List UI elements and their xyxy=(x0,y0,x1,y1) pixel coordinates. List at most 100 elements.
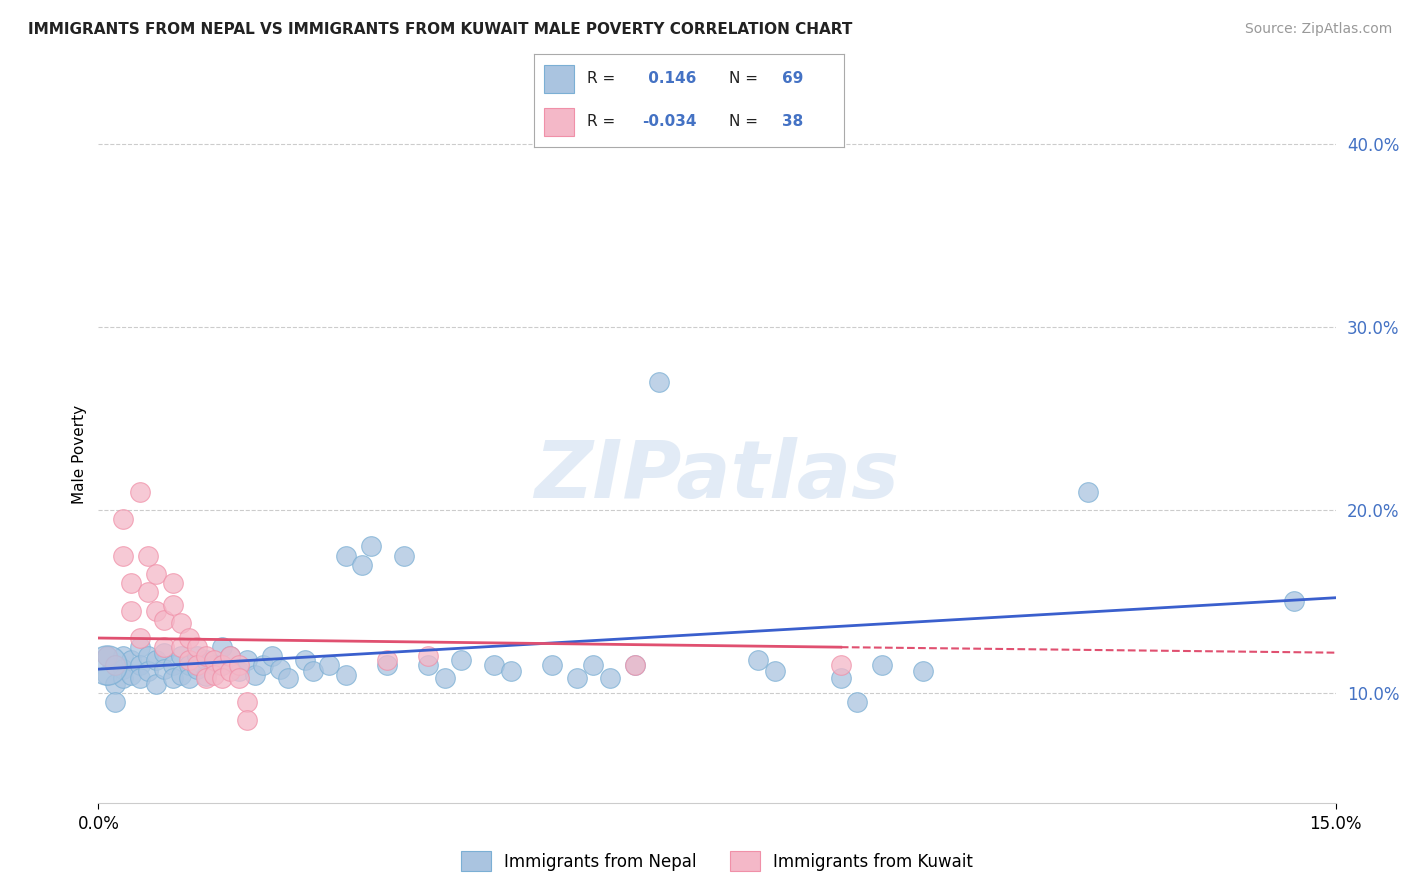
Point xyxy=(228,671,250,685)
Point xyxy=(120,653,142,667)
Point xyxy=(352,558,374,572)
Point xyxy=(541,658,564,673)
Point xyxy=(236,714,259,728)
Point xyxy=(186,662,208,676)
Point xyxy=(870,658,893,673)
Point xyxy=(228,658,250,673)
Point xyxy=(104,658,127,673)
Point xyxy=(128,484,150,499)
Point xyxy=(104,695,127,709)
Text: 0.146: 0.146 xyxy=(643,71,696,87)
Point xyxy=(648,375,671,389)
Point xyxy=(375,653,398,667)
Text: -0.034: -0.034 xyxy=(643,114,697,129)
Point xyxy=(219,664,242,678)
Point xyxy=(302,664,325,678)
Point xyxy=(145,566,167,581)
Point xyxy=(153,613,176,627)
Point xyxy=(186,649,208,664)
Point xyxy=(1077,484,1099,499)
Point xyxy=(1284,594,1306,608)
Point xyxy=(211,658,233,673)
Point xyxy=(252,658,274,673)
Text: R =: R = xyxy=(586,71,614,87)
Point xyxy=(112,671,135,685)
Point xyxy=(186,658,208,673)
Point xyxy=(484,658,506,673)
Point xyxy=(104,677,127,691)
Point xyxy=(269,662,291,676)
Point xyxy=(202,653,225,667)
Point xyxy=(179,658,201,673)
Point xyxy=(211,658,233,673)
Point xyxy=(194,671,217,685)
Point xyxy=(162,671,184,685)
Point xyxy=(202,667,225,681)
Point xyxy=(318,658,340,673)
Point xyxy=(112,512,135,526)
Point xyxy=(236,695,259,709)
Text: 69: 69 xyxy=(782,71,803,87)
Point xyxy=(128,631,150,645)
Point xyxy=(219,649,242,664)
Point xyxy=(153,646,176,660)
Legend: Immigrants from Nepal, Immigrants from Kuwait: Immigrants from Nepal, Immigrants from K… xyxy=(454,845,980,878)
Point xyxy=(294,653,316,667)
Point xyxy=(211,640,233,655)
Point xyxy=(104,658,127,673)
Point xyxy=(136,664,159,678)
Point xyxy=(830,658,852,673)
Point xyxy=(162,658,184,673)
Point xyxy=(243,667,266,681)
Point xyxy=(360,540,382,554)
Point xyxy=(260,649,283,664)
Point xyxy=(145,603,167,617)
Point xyxy=(136,585,159,599)
Point xyxy=(170,667,193,681)
Point xyxy=(96,649,118,664)
Point xyxy=(96,667,118,681)
Point xyxy=(112,649,135,664)
Point xyxy=(194,649,217,664)
Point xyxy=(179,653,201,667)
Point xyxy=(747,653,769,667)
Point xyxy=(236,653,259,667)
Text: N =: N = xyxy=(730,114,758,129)
Point xyxy=(202,658,225,673)
Point xyxy=(846,695,869,709)
Point xyxy=(335,667,357,681)
Point xyxy=(582,658,605,673)
Point xyxy=(145,653,167,667)
Point xyxy=(194,653,217,667)
Point xyxy=(170,649,193,664)
Text: ZIPatlas: ZIPatlas xyxy=(534,437,900,515)
Bar xyxy=(544,108,575,136)
Point xyxy=(170,640,193,655)
Text: R =: R = xyxy=(586,114,614,129)
Bar xyxy=(544,65,575,93)
Point xyxy=(120,603,142,617)
Point xyxy=(145,677,167,691)
Point xyxy=(112,549,135,563)
Point xyxy=(186,640,208,655)
Point xyxy=(120,667,142,681)
Point xyxy=(179,671,201,685)
Point xyxy=(228,664,250,678)
Point xyxy=(392,549,415,563)
Point xyxy=(623,658,645,673)
Point xyxy=(418,649,440,664)
Point xyxy=(912,664,935,678)
Point xyxy=(565,671,588,685)
Point xyxy=(153,662,176,676)
Point xyxy=(170,616,193,631)
Text: IMMIGRANTS FROM NEPAL VS IMMIGRANTS FROM KUWAIT MALE POVERTY CORRELATION CHART: IMMIGRANTS FROM NEPAL VS IMMIGRANTS FROM… xyxy=(28,22,852,37)
Point xyxy=(499,664,522,678)
Point xyxy=(433,671,456,685)
Point xyxy=(194,669,217,683)
Text: N =: N = xyxy=(730,71,758,87)
Point xyxy=(128,658,150,673)
Text: Source: ZipAtlas.com: Source: ZipAtlas.com xyxy=(1244,22,1392,37)
Point xyxy=(96,649,118,664)
Point xyxy=(277,671,299,685)
Point xyxy=(219,649,242,664)
